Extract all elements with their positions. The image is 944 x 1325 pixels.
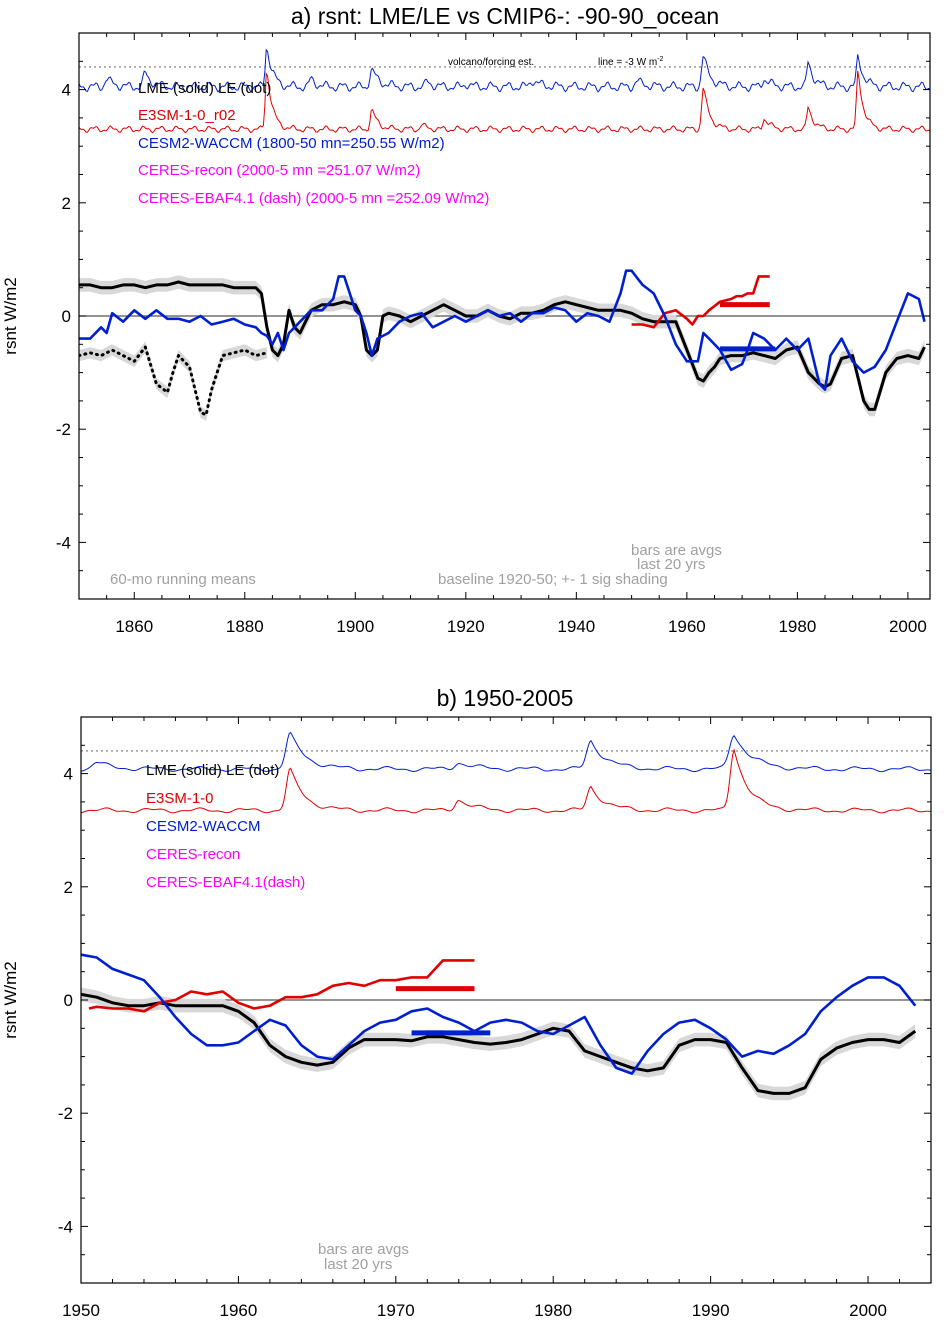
x-tick-label: 1980 [778,617,816,636]
panel-b-plot-area: -4 -2 0 2 4 1950 1960 1970 1980 1990 2000 [58,716,932,1320]
bars-note-line1: bars are avgs [318,1241,409,1258]
bars-note-line2: last 20 yrs [637,556,705,573]
x-tick-label: 2000 [849,1301,887,1320]
legend-lme-le: LME (solid) LE (dot) [146,762,279,779]
x-tick-label: 2000 [889,617,927,636]
x-tick-label: 1960 [219,1301,257,1320]
plot-clip-group [81,731,931,1101]
panel-a-legend: LME (solid) LE (dot) E3SM-1-0_r02 CESM2-… [138,80,489,207]
legend-ceres-ebaf: CERES-EBAF4.1 (dash) (2000-5 mn =252.09 … [138,190,489,207]
panel-a: a) rsnt: LME/LE vs CMIP6-: -90-90_ocean … [1,3,931,636]
series-e3sm-1-0 [88,959,475,1013]
panel-b: b) 1950-2005 rsnt W/m2 -4 -2 0 2 4 1950 1960 19… [1,685,932,1320]
y-tick-label: -4 [58,1217,73,1236]
series-cesm2-waccm [81,953,917,1075]
y-tick-label: -4 [56,533,71,552]
legend-e3sm: E3SM-1-0 [146,790,214,807]
legend-cesm: CESM2-WACCM [146,818,260,835]
legend-e3sm: E3SM-1-0_r02 [138,107,236,124]
y-tick-label: 4 [64,765,73,784]
volcano-line-label-main: line = -3 W m [598,57,657,68]
forcing-trace-cesm2-waccm [81,731,931,773]
bars-note-line1: bars are avgs [631,542,722,559]
x-tick-label: 1880 [226,617,264,636]
volcano-line-label-sup: -2 [657,56,663,63]
panel-b-ylabel: rsnt W/m2 [1,961,20,1038]
forcing-trace-cesm2-waccm [79,48,930,93]
legend-ceres-recon: CERES-recon [146,846,240,863]
running-means-note: 60-mo running means [110,571,256,588]
y-tick-label: 2 [64,878,73,897]
forcing-trace-e3sm-1-0-r02 [79,70,930,134]
panel-b-title: b) 1950-2005 [437,685,574,711]
legend-ceres-recon: CERES-recon (2000-5 mn =251.07 W/m2) [138,162,420,179]
x-tick-label: 1920 [447,617,485,636]
panel-a-plot-area: -4 -2 0 2 4 1860 1880 1900 1920 1940 1960 1980 2000 [56,32,931,636]
series-lme-solid- [79,280,926,411]
x-tick-label: 1960 [668,617,706,636]
volcano-line-label: line = -3 W m-2 [598,56,664,68]
y-tick-label: -2 [56,420,71,439]
panel-a-title: a) rsnt: LME/LE vs CMIP6-: -90-90_ocean [291,3,719,29]
baseline-note: baseline 1920-50; +- 1 sig shading [438,571,668,588]
x-tick-label: 1980 [534,1301,572,1320]
x-tick-label: 1940 [557,617,595,636]
x-tick-label: 1970 [377,1301,415,1320]
y-tick-label: -2 [58,1104,73,1123]
y-tick-label: 2 [62,194,71,213]
legend-lme-le: LME (solid) LE (dot) [138,80,271,97]
series-cesm2-waccm [79,269,926,391]
x-tick-label: 1990 [692,1301,730,1320]
y-tick-label: 0 [62,307,71,326]
forcing-trace-e3sm-1-0 [81,748,931,814]
series-lme-solid- [81,992,917,1095]
panel-b-legend: LME (solid) LE (dot) E3SM-1-0 CESM2-WACC… [146,762,305,891]
plot-clip-group [79,48,930,421]
y-tick-label: 0 [64,991,73,1010]
legend-cesm: CESM2-WACCM (1800-50 mn=250.55 W/m2) [138,135,445,152]
legend-ceres-ebaf: CERES-EBAF4.1(dash) [146,874,305,891]
x-tick-label: 1950 [62,1301,100,1320]
x-tick-label: 1860 [115,617,153,636]
y-tick-label: 4 [62,81,71,100]
panel-a-ylabel: rsnt W/m2 [1,277,20,354]
bars-note-line2: last 20 yrs [324,1256,392,1273]
volcano-label: volcano/forcing est. [448,57,534,68]
series-le-dot- [79,345,269,417]
x-tick-label: 1900 [336,617,374,636]
